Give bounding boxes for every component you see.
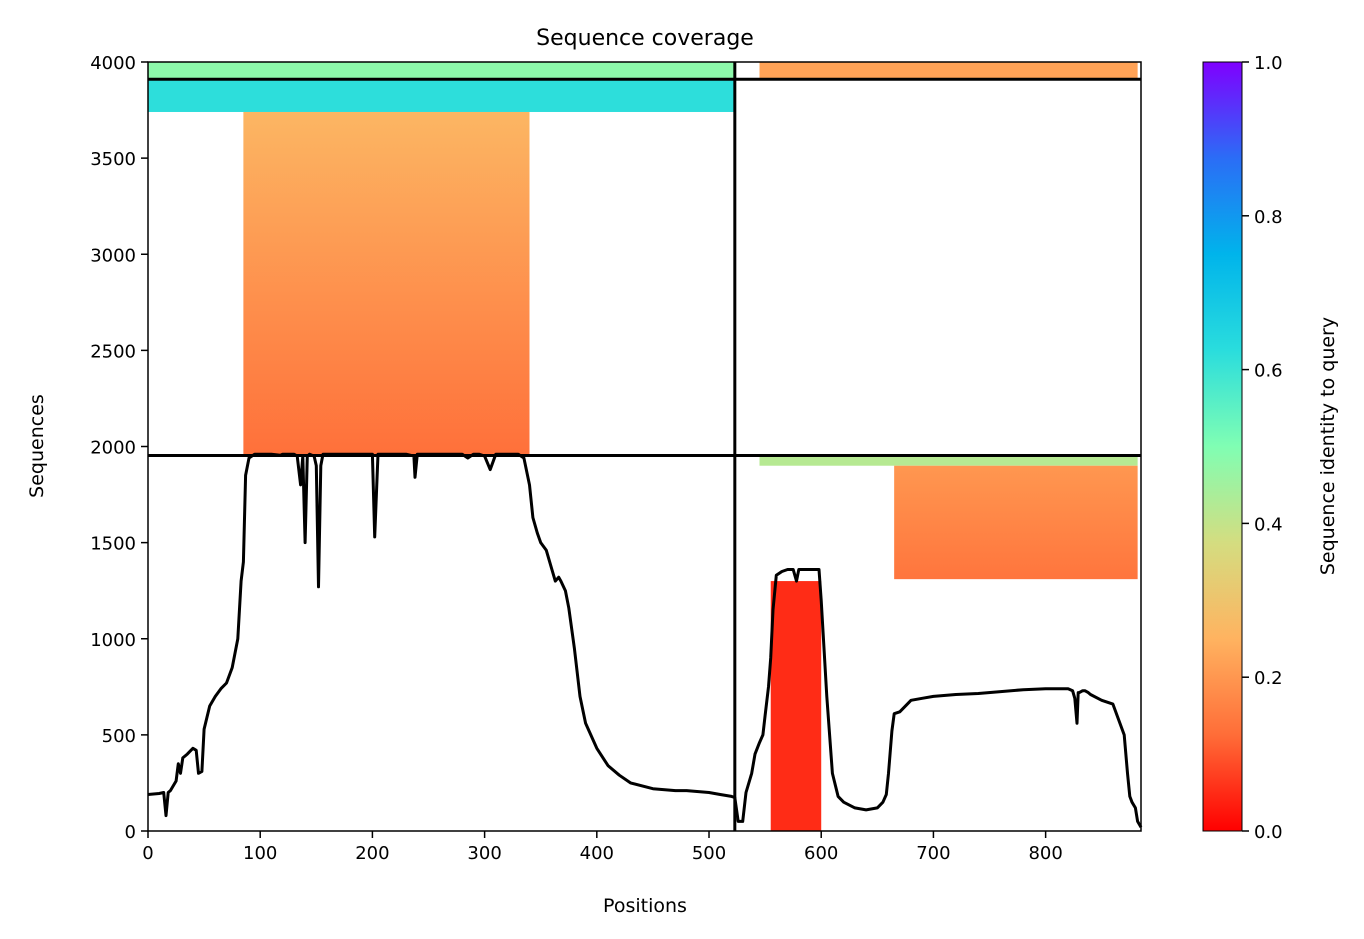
coverage-series bbox=[147, 452, 1143, 828]
coverage-block bbox=[243, 111, 530, 456]
colorbar-tick-label: 0.4 bbox=[1254, 514, 1283, 535]
x-tick-label: 200 bbox=[355, 843, 389, 864]
coverage-block bbox=[148, 79, 735, 112]
y-tick-label: 0 bbox=[125, 822, 136, 843]
chart-title: Sequence coverage bbox=[536, 26, 754, 51]
coverage-block bbox=[894, 465, 1138, 580]
colorbar-tick-label: 0.6 bbox=[1254, 361, 1283, 382]
y-tick-label: 2000 bbox=[90, 438, 136, 459]
coverage-block bbox=[759, 62, 1138, 80]
coverage-line bbox=[147, 452, 1143, 828]
x-tick-label: 700 bbox=[916, 843, 950, 864]
colorbar-label: Sequence identity to query bbox=[1317, 317, 1339, 575]
coverage-block bbox=[148, 62, 735, 80]
x-tick-label: 800 bbox=[1028, 843, 1062, 864]
x-axis: 0 100 200 300 400 500 600 700 800 bbox=[142, 831, 1063, 864]
x-tick-label: 0 bbox=[142, 843, 153, 864]
colorbar bbox=[1202, 61, 1243, 832]
x-tick-label: 400 bbox=[580, 843, 614, 864]
y-tick-label: 2500 bbox=[90, 341, 136, 362]
y-tick-label: 3500 bbox=[90, 149, 136, 170]
x-tick-label: 100 bbox=[243, 843, 277, 864]
y-tick-label: 1000 bbox=[90, 630, 136, 651]
colorbar-tick-label: 0.0 bbox=[1254, 822, 1283, 843]
colorbar-axis: 0.0 0.2 0.4 0.6 0.8 1.0 bbox=[1242, 53, 1283, 843]
y-tick-label: 3000 bbox=[90, 245, 136, 266]
plot-area bbox=[148, 62, 1138, 831]
x-tick-label: 300 bbox=[467, 843, 501, 864]
x-axis-label: Positions bbox=[603, 895, 687, 917]
y-axis: 0 500 1000 1500 2000 2500 3000 3500 4000 bbox=[90, 53, 148, 843]
x-tick-label: 500 bbox=[692, 843, 726, 864]
colorbar-tick-label: 0.2 bbox=[1254, 668, 1283, 689]
coverage-block bbox=[770, 581, 822, 831]
colorbar-tick-label: 1.0 bbox=[1254, 53, 1283, 74]
y-axis-label: Sequences bbox=[26, 394, 48, 498]
colorbar-tick-label: 0.8 bbox=[1254, 207, 1283, 228]
y-tick-label: 4000 bbox=[90, 53, 136, 74]
y-tick-label: 1500 bbox=[90, 534, 136, 555]
x-tick-label: 600 bbox=[804, 843, 838, 864]
coverage-block bbox=[759, 455, 1138, 466]
y-tick-label: 500 bbox=[102, 726, 136, 747]
